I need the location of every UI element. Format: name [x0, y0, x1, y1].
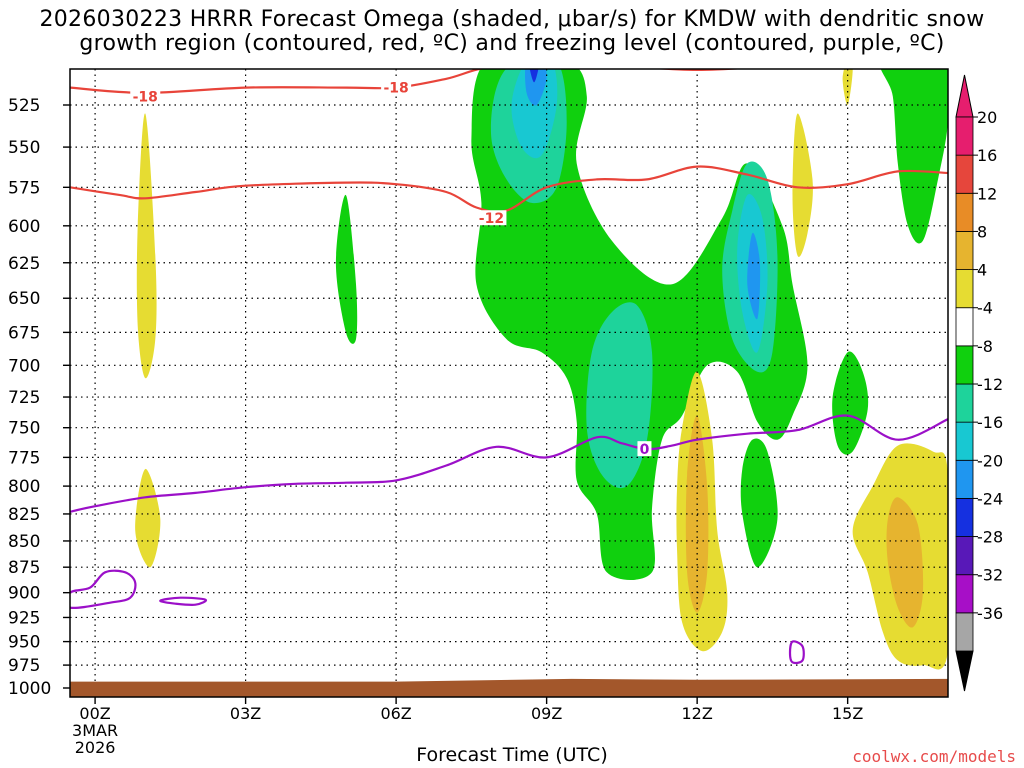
colorbar-label-16: 16: [977, 146, 997, 165]
y-tick-label-550: 550: [8, 138, 40, 158]
omega-region-descent-15z-top: [842, 69, 853, 106]
colorbar-segment--36: [955, 612, 974, 652]
omega-region-ascent-right-blue: [747, 232, 761, 320]
colorbar-under-triangle: [955, 650, 974, 692]
colorbar-label-4: 4: [977, 261, 987, 280]
colorbar-segment-16: [955, 154, 974, 194]
colorbar-segment--12: [955, 383, 974, 423]
colorbar-label--16: -16: [977, 413, 1003, 432]
y-tick-label-825: 825: [8, 505, 40, 525]
y-tick-label-600: 600: [8, 217, 40, 237]
y-tick-label-875: 875: [8, 558, 40, 578]
x-tick-label-15Z: 15Z: [832, 704, 863, 723]
plot-frame: [69, 68, 949, 698]
omega-region-descent-01z-lower: [135, 468, 161, 568]
y-tick-label-950: 950: [8, 633, 40, 653]
dgz-contour-1-label-bg: [381, 79, 412, 95]
dgz-contour-0-label-bg: [130, 88, 161, 104]
colorbar-label--20: -20: [977, 451, 1003, 470]
colorbar-segment--20: [955, 459, 974, 499]
omega-region-descent-14z: [792, 113, 813, 257]
colorbar-segment--8: [955, 345, 974, 385]
terrain-ground: [70, 678, 948, 697]
omega-region-ascent-mid-cyan: [586, 302, 653, 489]
x-axis-label: Forecast Time (UTC): [416, 744, 608, 766]
chart-title-line-1: 2026030223 HRRR Forecast Omega (shaded, …: [39, 7, 985, 32]
y-tick-label-775: 775: [8, 448, 40, 468]
omega-region-ascent-top-right: [880, 69, 948, 244]
y-tick-label-975: 975: [8, 656, 40, 676]
y-tick-label-1000: 1000: [8, 679, 51, 699]
freezing-contour-freezing-loop-02z: [159, 596, 208, 606]
x-tick-date: 3MAR: [72, 721, 118, 740]
omega-region-descent-16z-core: [886, 497, 924, 628]
dgz-contour-2-label-bg: [476, 210, 507, 226]
colorbar-label-12: 12: [977, 184, 997, 203]
y-tick-label-900: 900: [8, 584, 40, 604]
colorbar-label--12: -12: [977, 375, 1003, 394]
colorbar-segment--16: [955, 421, 974, 461]
x-tick-label-03Z: 03Z: [230, 704, 261, 723]
y-tick-label-725: 725: [8, 388, 40, 408]
freezing-contour-0-label-bg: [637, 441, 652, 457]
colorbar-segment--28: [955, 536, 974, 576]
x-tick-label-06Z: 06Z: [380, 704, 411, 723]
colorbar-segment--4: [955, 307, 974, 347]
y-tick-label-750: 750: [8, 419, 40, 439]
colorbar-over-triangle: [955, 74, 974, 118]
credit-text: coolwx.com/models: [852, 747, 1016, 766]
y-tick-label-675: 675: [8, 323, 40, 343]
colorbar-label-8: 8: [977, 222, 987, 241]
y-tick-label-850: 850: [8, 532, 40, 552]
omega-region-ascent-upper-teal: [511, 69, 558, 159]
y-tick-label-800: 800: [8, 477, 40, 497]
omega-region-ascent-small-05z: [335, 194, 358, 344]
x-tick-label-12Z: 12Z: [681, 704, 712, 723]
omega-region-ascent-upper-core: [529, 69, 539, 83]
dgz-contour-0-label: -18: [133, 89, 158, 105]
colorbar-label--8: -8: [977, 337, 993, 356]
x-tick-label-00Z: 00Z: [79, 704, 110, 723]
freezing-contour-0: [70, 414, 948, 513]
colorbar-segment--32: [955, 574, 974, 614]
y-tick-label-925: 925: [8, 608, 40, 628]
y-tick-label-525: 525: [8, 96, 40, 116]
colorbar-label--28: -28: [977, 528, 1003, 547]
omega-region-ascent-lower-right: [740, 438, 778, 568]
colorbar-segment-4: [955, 269, 974, 309]
colorbar-label--32: -32: [977, 566, 1003, 585]
dgz-contour-0: [70, 69, 746, 95]
colorbar-segment-12: [955, 192, 974, 232]
colorbar-segment--24: [955, 498, 974, 537]
omega-region-ascent-upper-blue: [525, 69, 547, 106]
x-tick-year: 2026: [75, 738, 116, 757]
x-tick-label-09Z: 09Z: [531, 704, 562, 723]
y-tick-label-700: 700: [8, 356, 40, 376]
omega-region-descent-01z-upper: [136, 113, 157, 379]
freezing-contour-0-label: 0: [640, 442, 650, 458]
y-tick-label-625: 625: [8, 254, 40, 274]
dgz-contour-2-label: -12: [479, 211, 504, 227]
freezing-contour-freezing-loop-14z: [788, 640, 805, 665]
y-tick-label-650: 650: [8, 289, 40, 309]
omega-region-ascent-right-mid: [832, 351, 869, 455]
chart-title-line-2: growth region (contoured, red, ºC) and f…: [79, 31, 945, 56]
y-tick-label-575: 575: [8, 178, 40, 198]
colorbar-label--24: -24: [977, 489, 1003, 508]
colorbar-segment-8: [955, 231, 974, 270]
colorbar-label-20: 20: [977, 108, 997, 127]
colorbar-label--4: -4: [977, 299, 993, 318]
freezing-contour-freezing-loop-00z: [70, 569, 137, 610]
colorbar-segment-20: [955, 116, 974, 156]
colorbar-label--36: -36: [977, 604, 1003, 623]
dgz-contour-1-label: -18: [383, 81, 408, 97]
